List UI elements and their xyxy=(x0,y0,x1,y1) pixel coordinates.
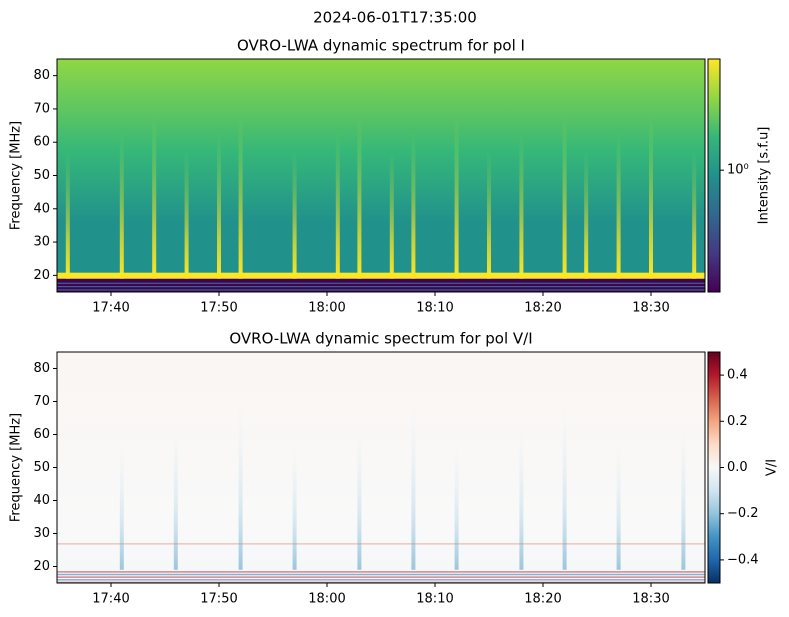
y-tick-label: 50 xyxy=(33,168,50,183)
burst xyxy=(411,132,416,279)
burst xyxy=(357,114,362,279)
colorbar-tick-label: 0.2 xyxy=(727,414,748,429)
low-band-stripe xyxy=(57,573,705,576)
burst xyxy=(519,132,524,279)
figure-title: 2024-06-01T17:35:00 xyxy=(313,9,477,27)
colorbar-tick-label: 0.0 xyxy=(727,460,748,475)
low-band xyxy=(57,278,705,292)
x-tick-label: 18:20 xyxy=(524,301,561,316)
low-band-stripe xyxy=(57,576,705,578)
y-tick-label: 60 xyxy=(33,135,50,150)
y-tick-label: 20 xyxy=(33,559,50,574)
burst xyxy=(616,442,621,570)
colorbar xyxy=(707,58,721,293)
colorbar-tick-label: −0.2 xyxy=(727,506,759,521)
x-tick-label: 17:40 xyxy=(92,592,129,607)
y-tick-label: 30 xyxy=(33,235,50,250)
burst xyxy=(119,442,124,570)
colorbar-tick-label: −0.4 xyxy=(727,552,759,567)
low-band-stripe xyxy=(57,571,705,573)
burst xyxy=(692,150,697,279)
spectrogram xyxy=(57,59,705,292)
low-band-stripe xyxy=(57,286,705,288)
burst xyxy=(152,114,157,279)
burst xyxy=(616,132,621,279)
burst xyxy=(681,424,686,570)
y-tick-label: 70 xyxy=(33,101,50,116)
colorbar-label: V/I xyxy=(765,459,780,476)
x-tick-label: 18:30 xyxy=(632,592,669,607)
x-tick-label: 17:40 xyxy=(92,301,129,316)
x-tick-label: 18:00 xyxy=(308,592,345,607)
y-tick-label: 20 xyxy=(33,268,50,283)
burst xyxy=(173,424,178,570)
low-band-stripe xyxy=(57,581,705,583)
burst xyxy=(184,150,189,279)
low-band-stripe xyxy=(57,579,705,581)
colorbar xyxy=(707,351,721,584)
burst xyxy=(292,150,297,279)
axes-title: OVRO-LWA dynamic spectrum for pol I xyxy=(237,37,525,55)
burst xyxy=(454,114,459,279)
burst xyxy=(649,114,653,279)
axes-title: OVRO-LWA dynamic spectrum for pol V/I xyxy=(229,330,532,348)
burst xyxy=(519,424,524,570)
x-tick-label: 18:30 xyxy=(632,301,669,316)
burst xyxy=(119,132,124,279)
spectrogram xyxy=(57,352,705,583)
burst xyxy=(238,406,243,570)
low-band-stripe xyxy=(57,282,705,284)
burst xyxy=(238,114,243,279)
burst xyxy=(217,132,221,279)
low-band-edge xyxy=(57,272,705,279)
burst xyxy=(411,406,416,570)
burst xyxy=(454,442,459,570)
burst xyxy=(357,424,362,570)
y-tick-label: 40 xyxy=(33,493,50,508)
x-tick-label: 18:00 xyxy=(308,301,345,316)
low-band-stripe xyxy=(57,543,705,545)
x-tick-label: 18:10 xyxy=(416,592,453,607)
y-tick-label: 40 xyxy=(33,201,50,216)
colorbar-tick-label: 10⁰ xyxy=(727,163,749,178)
burst xyxy=(292,442,297,570)
x-tick-label: 18:10 xyxy=(416,301,453,316)
colorbar-tick-label: 0.4 xyxy=(727,368,748,383)
low-band-stripe xyxy=(57,289,705,291)
y-tick-label: 30 xyxy=(33,526,50,541)
burst xyxy=(584,150,589,279)
x-tick-label: 18:20 xyxy=(524,592,561,607)
burst xyxy=(65,150,70,279)
y-tick-label: 80 xyxy=(33,361,50,376)
burst xyxy=(335,132,340,279)
colorbar-label: Intensity [s.f.u] xyxy=(757,127,772,225)
y-axis-label: Frequency [MHz] xyxy=(9,413,24,522)
x-tick-label: 17:50 xyxy=(200,301,237,316)
x-tick-label: 17:50 xyxy=(200,592,237,607)
burst xyxy=(562,114,567,279)
burst xyxy=(389,150,394,279)
y-axis-label: Frequency [MHz] xyxy=(9,121,24,230)
spectrum-background xyxy=(57,352,705,583)
y-tick-label: 60 xyxy=(33,427,50,442)
y-tick-label: 70 xyxy=(33,394,50,409)
burst xyxy=(562,406,567,570)
spectrum-background xyxy=(57,59,705,292)
burst xyxy=(487,150,491,279)
y-tick-label: 80 xyxy=(33,68,50,83)
y-tick-label: 50 xyxy=(33,460,50,475)
